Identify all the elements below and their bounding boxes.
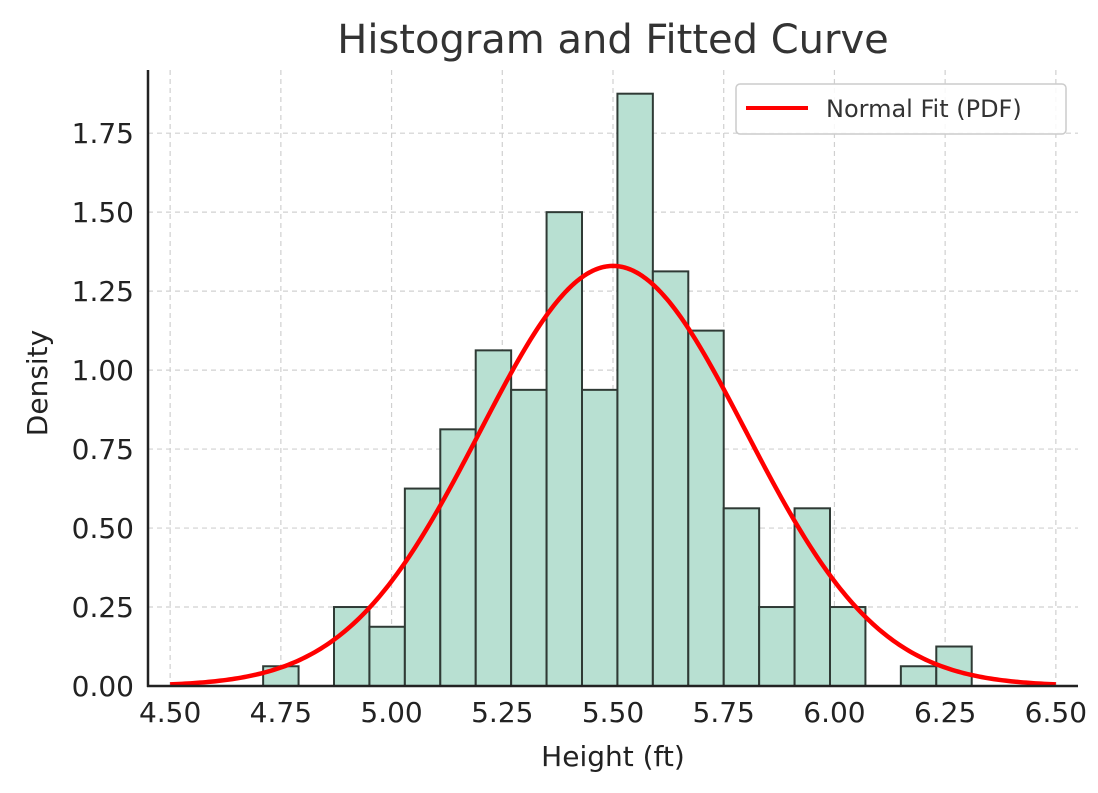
normal-fit-curve <box>170 263 1056 687</box>
y-tick-label: 0.75 <box>72 433 134 466</box>
histogram-bar-5 <box>439 428 477 687</box>
fit-curve-layer <box>170 263 1056 687</box>
x-tick-label: 6.50 <box>1025 696 1087 729</box>
histogram-bar-14 <box>758 606 796 687</box>
y-tick-label: 0.00 <box>72 670 134 703</box>
chart-title: Histogram and Fitted Curve <box>337 17 888 63</box>
x-tick-label: 4.75 <box>250 696 312 729</box>
legend: Normal Fit (PDF) <box>735 83 1067 135</box>
histogram-bar-11 <box>651 270 690 687</box>
y-axis-label: Density <box>21 330 54 436</box>
x-axis-label: Height (ft) <box>541 740 685 773</box>
histogram-bar-9 <box>581 388 619 687</box>
x-tick-label: 6.00 <box>803 696 865 729</box>
histogram-bar-10 <box>616 92 654 687</box>
y-tick-label: 1.25 <box>72 275 134 308</box>
x-tick-label: 5.00 <box>360 696 422 729</box>
legend-entry-normal-fit: Normal Fit (PDF) <box>826 95 1022 123</box>
y-tick-label: 1.75 <box>72 117 134 150</box>
x-tick-label: 5.50 <box>582 696 644 729</box>
histogram-bar-2 <box>333 606 371 687</box>
x-tick-label: 6.25 <box>914 696 976 729</box>
histogram-bar-3 <box>368 625 406 687</box>
x-tick-label: 5.75 <box>693 696 755 729</box>
y-tick-label: 1.50 <box>72 196 134 229</box>
y-tick-label: 0.50 <box>72 512 134 545</box>
legend-box <box>735 83 1067 135</box>
histogram-bars <box>262 92 973 688</box>
y-tick-label: 1.00 <box>72 354 134 387</box>
histogram-bar-13 <box>722 507 761 687</box>
tick-labels: 4.50 4.75 5.00 5.25 5.50 5.75 6.00 6.25 6.50 0.00… <box>72 117 1087 729</box>
x-tick-label: 4.50 <box>139 696 201 729</box>
histogram-bar-15 <box>793 507 831 687</box>
x-tick-label: 5.25 <box>471 696 533 729</box>
histogram-bar-16 <box>829 606 867 687</box>
histogram-bar-18 <box>899 665 938 687</box>
axes <box>146 70 1078 688</box>
histogram-bar-6 <box>474 349 513 687</box>
histogram-bar-7 <box>510 388 548 687</box>
y-tick-label: 0.25 <box>72 591 134 624</box>
